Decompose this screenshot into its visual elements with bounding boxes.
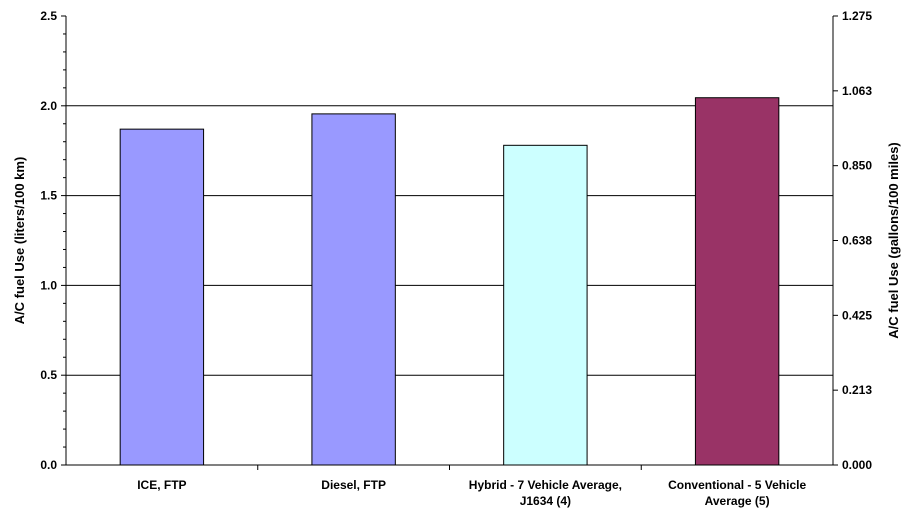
y-axis-title-left: A/C fuel Use (liters/100 km) <box>12 157 27 325</box>
bar <box>311 113 396 466</box>
right-axis-tick-labels: 0.000 0.213 0.425 0.638 0.850 1.063 1.275 <box>842 9 872 472</box>
category-label: Conventional - 5 Vehicle Average (5) <box>668 478 806 508</box>
right-tick-label: 0.638 <box>842 234 872 248</box>
right-tick-label: 0.213 <box>842 383 872 397</box>
category-label-line: Hybrid - 7 Vehicle Average, <box>469 478 622 492</box>
category-label-line: ICE, FTP <box>137 478 186 492</box>
left-tick-label: 2.0 <box>40 99 57 113</box>
category-label-line: J1634 (4) <box>520 494 571 508</box>
category-label: Hybrid - 7 Vehicle Average, J1634 (4) <box>469 478 622 508</box>
bars <box>119 97 780 466</box>
left-tick-label: 0.5 <box>40 368 57 382</box>
category-label-line: Average (5) <box>705 494 770 508</box>
category-labels: ICE, FTP Diesel, FTP Hybrid - 7 Vehicle Av… <box>137 478 806 508</box>
bar <box>503 144 588 466</box>
bar <box>119 128 205 466</box>
category-label: Diesel, FTP <box>321 478 386 492</box>
right-tick-label: 1.063 <box>842 84 872 98</box>
left-axis-tick-labels: 0.0 0.5 1.0 1.5 2.0 2.5 <box>40 9 57 472</box>
left-tick-label: 0.0 <box>40 458 57 472</box>
y-axis-title-right: A/C fuel Use (gallons/100 miles) <box>886 142 901 339</box>
left-tick-label: 2.5 <box>40 9 57 23</box>
bar <box>694 97 780 466</box>
axes <box>61 15 838 470</box>
right-tick-label: 0.000 <box>842 458 872 472</box>
category-label-line: Conventional - 5 Vehicle <box>668 478 806 492</box>
left-tick-label: 1.0 <box>40 278 57 292</box>
category-label-line: Diesel, FTP <box>321 478 386 492</box>
category-label: ICE, FTP <box>137 478 186 492</box>
right-tick-label: 0.850 <box>842 159 872 173</box>
right-tick-label: 1.275 <box>842 9 872 23</box>
left-tick-label: 1.5 <box>40 189 57 203</box>
right-tick-label: 0.425 <box>842 308 872 322</box>
